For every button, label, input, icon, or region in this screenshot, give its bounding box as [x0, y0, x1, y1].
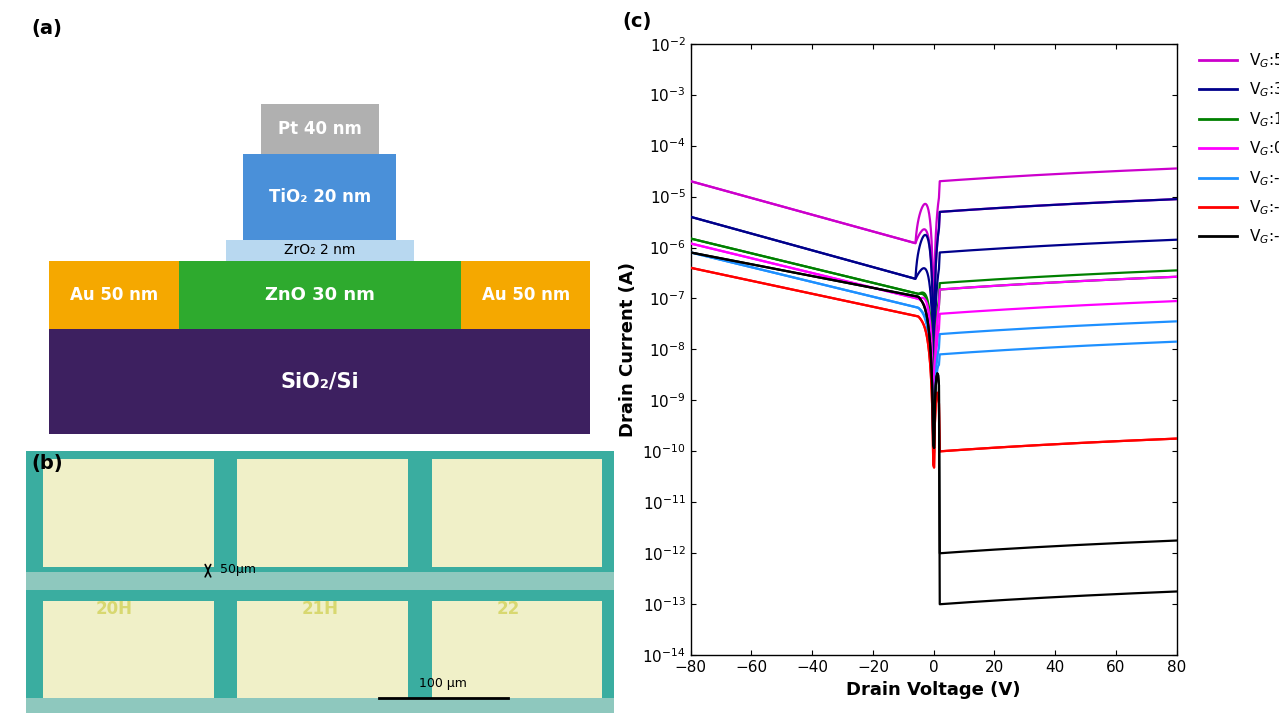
Bar	[243, 154, 396, 240]
Text: TiO₂ 20 nm: TiO₂ 20 nm	[269, 188, 371, 206]
Bar	[179, 261, 460, 329]
Legend: V$_G$:50V, V$_G$:30V, V$_G$:10V, V$_G$:0V, V$_G$:-10V, V$_G$:-30V, V$_G$:-50V: V$_G$:50V, V$_G$:30V, V$_G$:10V, V$_G$:0…	[1198, 51, 1279, 246]
Bar	[26, 697, 614, 719]
Text: 100 μm: 100 μm	[420, 677, 467, 690]
Text: ZrO₂ 2 nm: ZrO₂ 2 nm	[284, 243, 356, 258]
Text: (a): (a)	[32, 19, 63, 38]
Bar	[26, 572, 614, 590]
Text: (c): (c)	[623, 12, 652, 31]
Y-axis label: Drain Current (A): Drain Current (A)	[619, 262, 637, 437]
X-axis label: Drain Voltage (V): Drain Voltage (V)	[847, 681, 1021, 699]
Text: Pt 40 nm: Pt 40 nm	[278, 120, 362, 138]
Bar	[238, 601, 408, 700]
Bar	[43, 601, 214, 700]
Bar	[431, 459, 602, 566]
Bar	[431, 601, 602, 700]
Text: (b): (b)	[32, 454, 63, 473]
Text: 22: 22	[496, 600, 519, 617]
Text: ZnO 30 nm: ZnO 30 nm	[265, 286, 375, 304]
Text: 21H: 21H	[302, 600, 338, 617]
Bar	[261, 104, 379, 154]
Text: SiO₂/Si: SiO₂/Si	[280, 371, 359, 392]
Bar	[43, 459, 214, 566]
Bar	[238, 459, 408, 566]
Bar	[460, 261, 591, 329]
Bar	[49, 261, 179, 329]
Text: 20H: 20H	[96, 600, 132, 617]
Bar	[225, 240, 414, 261]
Text: Au 50 nm: Au 50 nm	[70, 286, 157, 304]
Text: 50μm: 50μm	[220, 563, 256, 576]
Bar	[49, 329, 591, 434]
Text: Au 50 nm: Au 50 nm	[482, 286, 569, 304]
